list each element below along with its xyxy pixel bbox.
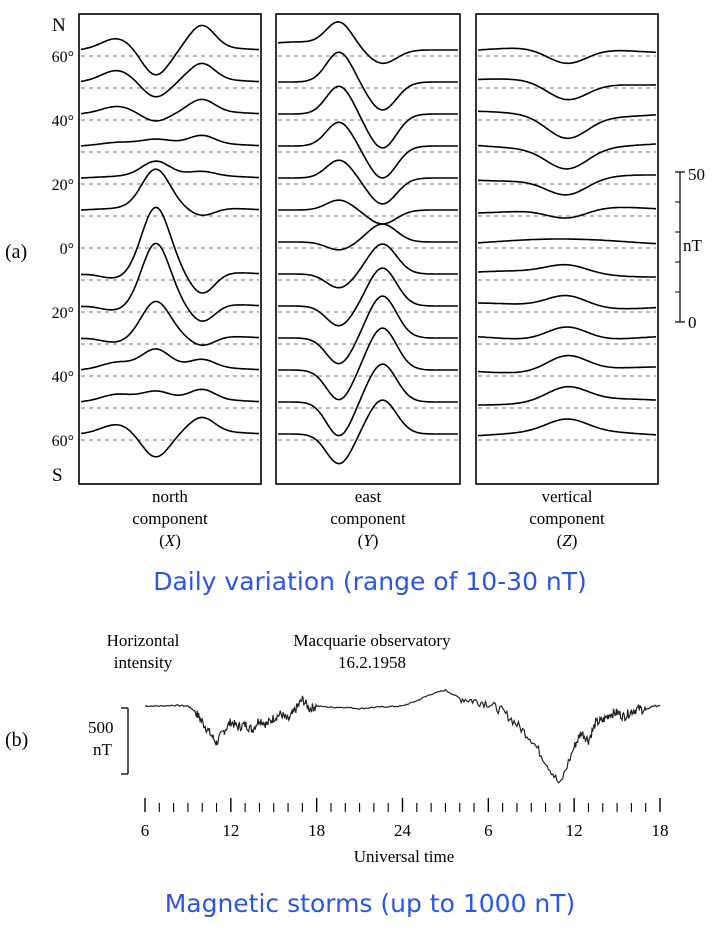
time-tick-label: 12 <box>222 821 239 840</box>
variation-curve <box>278 159 458 205</box>
scale-bottom-label: 0 <box>688 313 697 332</box>
variation-curve <box>80 62 260 98</box>
latitude-labels: 60° 40° 20° 0° 20° 40° 60° <box>52 49 74 450</box>
variation-curve <box>81 206 260 294</box>
horizontal-intensity-title-2: intensity <box>114 653 173 672</box>
variation-curve <box>80 160 260 179</box>
storm-scale-unit: nT <box>93 740 113 759</box>
east-caption-symbol: (Y) <box>358 531 379 550</box>
panel-b-magnetic-storm: (b) Horizontal intensity Macquarie obser… <box>5 631 669 918</box>
variation-curve <box>80 388 260 403</box>
storm-scale-bar: 500 nT <box>88 707 129 775</box>
north-caption-line1: north <box>152 487 188 506</box>
scale-50-nt: 50 nT 0 <box>675 165 705 332</box>
observatory-title-2: 16.2.1958 <box>338 653 406 672</box>
time-tick-label: 12 <box>566 821 583 840</box>
variation-curve <box>477 238 657 245</box>
variation-curve <box>477 294 657 310</box>
time-tick-label: 18 <box>652 821 669 840</box>
variation-curve <box>81 300 260 346</box>
variation-curve <box>477 206 657 219</box>
panel-b-label: (b) <box>5 729 28 751</box>
panel-a-caption: Daily variation (range of 10-30 nT) <box>153 567 587 596</box>
latitude-tick-label: 20° <box>52 305 74 322</box>
universal-time-axis: 6 12 18 24 6 12 18 <box>141 798 669 840</box>
time-tick-label: 24 <box>394 821 412 840</box>
east-component-frame <box>275 13 461 485</box>
variation-curve <box>81 242 260 322</box>
variation-curve <box>278 51 458 111</box>
latitude-tick-label: 60° <box>52 433 74 450</box>
panel-a-daily-variation: (a) N S 60° 40° 20° 0° 20° 40° 60° 50 nT 0 nor… <box>5 13 705 596</box>
variation-curve <box>477 354 656 374</box>
variation-curve <box>278 199 458 225</box>
variation-curve <box>278 327 458 401</box>
x-axis-label: Universal time <box>354 847 455 866</box>
variation-curve <box>80 24 260 76</box>
storm-scale-value: 500 <box>88 718 114 737</box>
time-tick-label: 18 <box>308 821 325 840</box>
variation-curve <box>80 416 260 458</box>
latitude-tick-label: 40° <box>52 369 74 386</box>
variation-curve <box>477 78 656 101</box>
variation-curve <box>478 110 657 140</box>
latitude-tick-label: 20° <box>52 177 74 194</box>
variation-curve <box>278 85 458 149</box>
east-caption-line2: component <box>330 509 406 528</box>
north-label: N <box>52 15 66 36</box>
variation-curve <box>278 223 458 251</box>
vertical-caption-symbol: (Z) <box>557 531 578 550</box>
horizontal-intensity-trace <box>144 688 661 784</box>
variation-curve <box>477 174 656 196</box>
vertical-caption-line2: component <box>529 509 605 528</box>
scale-unit-label: nT <box>683 236 703 255</box>
variation-curve <box>80 348 260 371</box>
east-caption-line1: east <box>355 487 382 506</box>
variation-curve <box>477 418 657 437</box>
variation-curve <box>278 121 458 179</box>
latitude-tick-label: 60° <box>52 49 74 66</box>
vertical-component-frame <box>475 13 659 485</box>
observatory-title-1: Macquarie observatory <box>293 631 451 650</box>
variation-curve <box>477 263 656 278</box>
variation-curve <box>478 385 657 406</box>
variation-curve <box>477 47 657 65</box>
vertical-caption-line1: vertical <box>542 487 593 506</box>
time-tick-label: 6 <box>141 821 150 840</box>
horizontal-intensity-title-1: Horizontal <box>107 631 180 650</box>
north-caption-symbol: (X) <box>159 531 181 550</box>
latitude-baselines <box>81 55 656 441</box>
variation-curve <box>477 143 657 170</box>
time-tick-label: 6 <box>484 821 493 840</box>
north-caption-line2: component <box>132 509 208 528</box>
daily-variation-curves <box>80 20 657 465</box>
panel-b-caption: Magnetic storms (up to 1000 nT) <box>165 889 576 918</box>
variation-curve <box>277 20 458 65</box>
variation-curve <box>278 243 458 289</box>
variation-curve <box>80 98 260 122</box>
variation-curve <box>80 168 260 216</box>
variation-curve <box>80 134 260 147</box>
variation-curve <box>278 295 458 365</box>
variation-curve <box>278 399 458 465</box>
scale-top-label: 50 <box>688 165 705 184</box>
panel-a-label: (a) <box>5 241 27 263</box>
variation-curve <box>477 326 657 340</box>
latitude-tick-label: 0° <box>60 241 74 258</box>
north-component-frame <box>78 13 262 485</box>
south-label: S <box>52 465 63 486</box>
variation-curve <box>278 267 458 327</box>
variation-curve <box>278 363 458 437</box>
latitude-tick-label: 40° <box>52 113 74 130</box>
